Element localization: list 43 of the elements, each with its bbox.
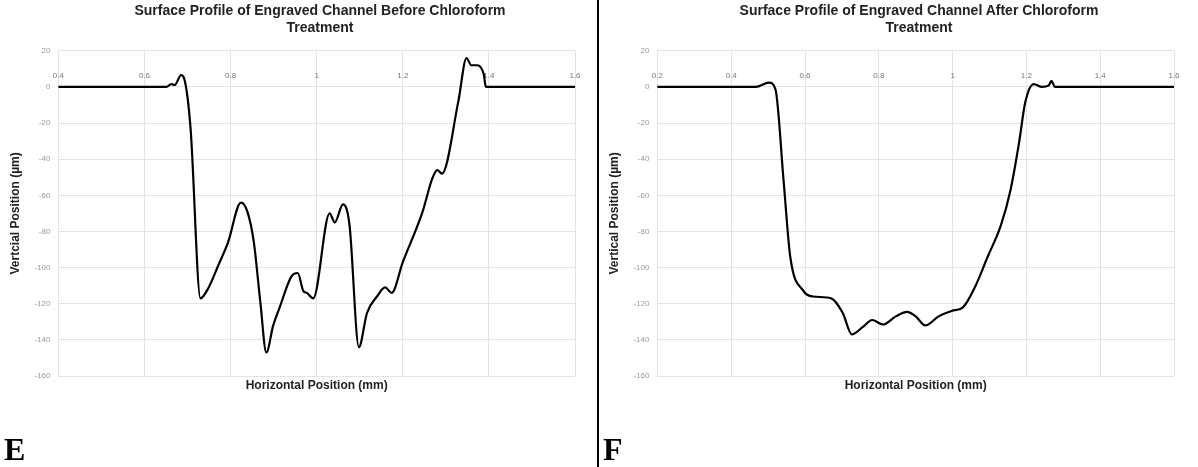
y-tick-label: -140	[633, 335, 650, 345]
y-tick-label: -40	[38, 154, 51, 164]
x-tick-label: 1.6	[569, 70, 582, 80]
y-tick-label: -40	[637, 154, 650, 164]
y-tick-label: -100	[34, 262, 51, 272]
y-tick-label: -100	[633, 262, 650, 272]
x-tick-label: 1	[950, 70, 956, 80]
chart-title: Surface Profile of Engraved Channel Before Chloroform Treatment	[133, 2, 507, 36]
y-tick-label: -160	[34, 371, 51, 381]
y-tick-label: 0	[644, 82, 650, 92]
y-axis-title: Vertcial Position (µm)	[7, 152, 22, 275]
x-axis-title: Horizontal Position (mm)	[844, 378, 987, 393]
x-tick-label: 0.4	[725, 70, 738, 80]
y-tick-label: 20	[640, 46, 650, 55]
y-tick-label: -80	[637, 226, 650, 236]
line-series	[657, 79, 1174, 336]
x-tick-label: 0.4	[52, 70, 65, 80]
y-tick-label: 0	[45, 82, 51, 92]
y-tick-label: -60	[38, 190, 51, 200]
y-tick-label: -20	[637, 118, 650, 128]
y-tick-label: -160	[633, 371, 650, 381]
x-tick-label: 0.6	[799, 70, 812, 80]
text: E	[4, 431, 26, 467]
y-tick-label: 20	[41, 46, 51, 55]
x-tick-label: 1.2	[1020, 70, 1033, 80]
x-tick-label: 0.8	[873, 70, 885, 80]
x-tick-label: 0.8	[225, 70, 237, 80]
x-tick-label: 0.2	[651, 70, 664, 80]
x-tick-label: 0.6	[138, 70, 151, 80]
y-axis-title: Vertical Position (µm)	[606, 152, 621, 275]
x-tick-label: 1	[314, 70, 320, 80]
y-tick-label: -120	[633, 298, 650, 308]
y-tick-label: -140	[34, 335, 51, 345]
chart-title: Surface Profile of Engraved Channel After Chloroform Treatment	[738, 2, 1100, 36]
text: F	[603, 431, 623, 467]
x-axis-title: Horizontal Position (mm)	[245, 378, 388, 393]
x-tick-label: 1.6	[1168, 70, 1181, 80]
y-tick-label: -20	[38, 118, 51, 128]
y-tick-label: -80	[38, 226, 51, 236]
y-tick-label: -60	[637, 190, 650, 200]
x-tick-label: 1.4	[1094, 70, 1107, 80]
y-tick-label: -120	[34, 298, 51, 308]
x-tick-label: 1.2	[397, 70, 409, 80]
